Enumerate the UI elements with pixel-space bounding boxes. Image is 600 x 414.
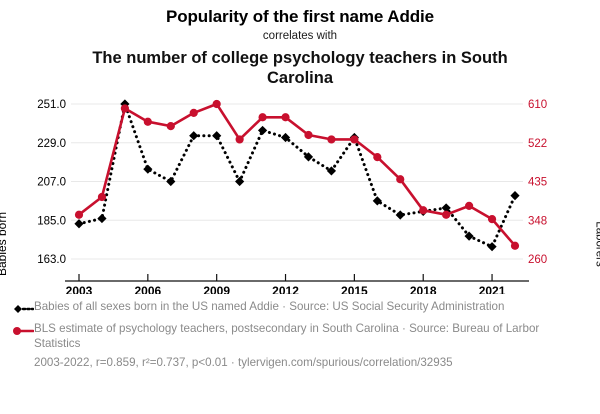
x-axis-tick: 2021: [479, 284, 506, 294]
babies-series-point: [74, 219, 84, 229]
teachers-series-point: [396, 175, 405, 184]
right-axis-tick: 260: [528, 254, 547, 266]
correlation-stats-line: 2003-2022, r=0.859, r²=0.737, p<0.01 · t…: [34, 355, 453, 369]
babies-series-point: [257, 126, 268, 136]
legend-item-babies: Babies of all sexes born in the US named…: [8, 300, 592, 318]
x-axis-tick: 2003: [66, 284, 93, 294]
teachers-series-point: [350, 135, 359, 144]
teachers-series-point: [373, 153, 382, 162]
teachers-series-point: [258, 113, 267, 122]
babies-series-point: [326, 166, 337, 176]
teachers-series-point: [442, 210, 451, 220]
left-axis-tick: 185.0: [37, 216, 66, 228]
left-axis-tick: 207.0: [37, 177, 66, 189]
legend-label-teachers: BLS estimate of psychology teachers, pos…: [34, 322, 540, 351]
babies-series-line: [77, 102, 517, 249]
babies-series-point: [166, 177, 176, 187]
teachers-series-point: [97, 193, 107, 202]
black-diamond-dotted-icon: [8, 302, 35, 318]
right-axis-tick: 435: [528, 177, 547, 189]
babies-series-point: [395, 210, 405, 220]
teachers-series-point: [235, 135, 244, 144]
babies-series-point: [372, 196, 382, 206]
x-axis-tick: 2018: [410, 284, 437, 294]
babies-series-point: [487, 242, 497, 252]
page-title: Popularity of the first name Addie: [165, 7, 434, 26]
teachers-series-point: [465, 202, 474, 211]
chart-footer: Babies of all sexes born in the US named…: [0, 294, 600, 370]
babies-series-point: [464, 231, 474, 241]
babies-series-point: [441, 203, 451, 213]
teachers-series-point: [487, 215, 497, 224]
teachers-series-point: [212, 100, 221, 109]
right-axis-tick: 348: [528, 216, 547, 228]
teachers-series-point: [120, 104, 129, 113]
babies-series-point: [189, 131, 199, 141]
babies-series-point: [510, 191, 520, 201]
correlates-with-label: correlates with: [262, 30, 338, 43]
babies-series-point: [97, 214, 107, 224]
dual-axis-line-chart: 163.0 260 185.0 348 207.0 435 229.0 522 251.0 610…: [37, 99, 547, 294]
teachers-series-point: [510, 241, 520, 251]
left-axis-tick: 163.0: [37, 254, 66, 266]
teachers-series-point: [189, 109, 198, 118]
x-axis-tick: 2012: [272, 284, 299, 294]
page-subtitle: The number of college psychology teacher…: [92, 49, 508, 88]
x-axis-tick: 2009: [203, 284, 230, 294]
x-axis-tick: 2006: [134, 284, 161, 294]
right-axis-tick: 610: [528, 99, 547, 111]
teachers-series-line: [77, 102, 517, 248]
teachers-series-point: [166, 122, 175, 131]
babies-series-point: [303, 152, 314, 162]
legend-label-babies: Babies of all sexes born in the US named…: [34, 300, 505, 314]
legend-item-teachers: BLS estimate of psychology teachers, pos…: [8, 322, 592, 352]
teachers-series-point: [74, 210, 84, 220]
right-axis-tick: 522: [528, 138, 547, 150]
babies-series-point: [280, 133, 291, 143]
right-axis-title: Laborers: [593, 221, 600, 267]
babies-series-point: [143, 164, 153, 175]
chart-area: Babies born Laborers 163.0 260 185.0 348 207…: [0, 94, 600, 294]
left-axis-tick: 229.0: [37, 138, 66, 150]
teachers-series-point: [304, 131, 313, 140]
teachers-series-point: [327, 135, 336, 144]
red-circle-solid-icon: [8, 324, 35, 340]
teachers-series-point: [419, 206, 428, 215]
chart-header: Popularity of the first name Addie corre…: [0, 0, 600, 88]
teachers-series-point: [143, 117, 152, 127]
left-axis-title: Babies born: [0, 212, 9, 277]
x-axis-tick: 2015: [341, 284, 368, 294]
babies-series-point: [235, 177, 245, 187]
left-axis-tick: 251.0: [37, 99, 66, 111]
teachers-series-point: [281, 113, 290, 122]
babies-series-point: [212, 131, 222, 141]
